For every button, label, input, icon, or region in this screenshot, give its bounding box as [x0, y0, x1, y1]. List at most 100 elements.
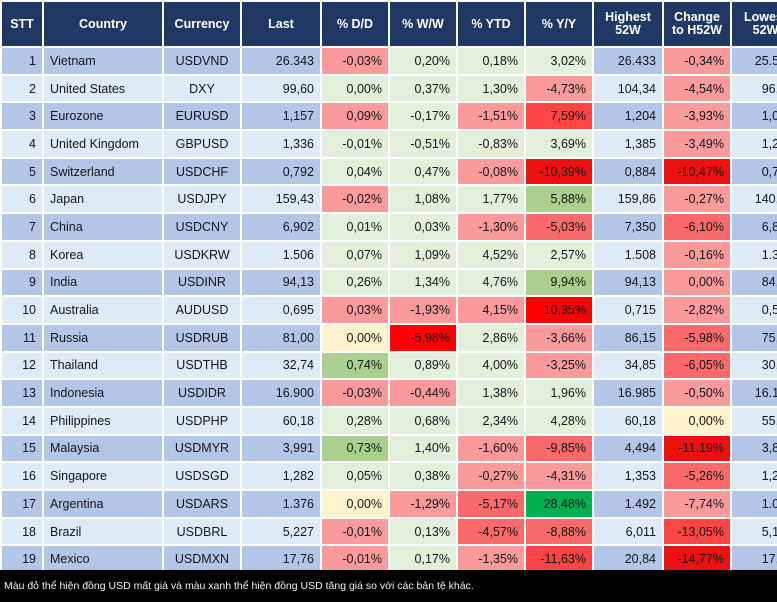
- col-header-dd[interactable]: % D/D: [322, 2, 388, 46]
- cell-country: Vietnam: [44, 48, 162, 74]
- cell-stt: 18: [2, 518, 42, 545]
- cell-last: 26.343: [242, 48, 320, 74]
- cell-country: Philippines: [44, 407, 162, 434]
- table-row[interactable]: 9 India USDINR 94,13 0,26% 1,34% 4,76% 9,94% 94,…: [2, 269, 777, 296]
- table-row[interactable]: 18 Brazil USDBRL 5,227 -0,01% 0,13% -4,57% -8,8…: [2, 518, 777, 545]
- col-header-low52w[interactable]: Lowest 52W: [732, 2, 777, 46]
- cell-pct-ww: 1,08%: [390, 186, 456, 213]
- cell-stt: 9: [2, 269, 42, 296]
- table-row[interactable]: 6 Japan USDJPY 159,43 -0,02% 1,08% 1,77% 5,88% 1…: [2, 186, 777, 213]
- cell-country: United Kingdom: [44, 131, 162, 157]
- cell-chg-to-h52w: -0,16%: [664, 241, 730, 268]
- table-row[interactable]: 2 United States DXY 99,60 0,00% 0,37% 1,30% -4,…: [2, 75, 777, 102]
- cell-chg-to-h52w: -0,50%: [664, 380, 730, 406]
- cell-pct-ww: 1,34%: [390, 269, 456, 296]
- table-row[interactable]: 5 Switzerland USDCHF 0,792 0,04% 0,47% -0,08% -…: [2, 158, 777, 185]
- cell-pct-yy: -4,31%: [526, 463, 592, 489]
- cell-high-52w: 4,494: [594, 435, 662, 462]
- table-header: STT Country Currency Last % D/D % W/W % …: [2, 2, 777, 46]
- cell-country: Japan: [44, 186, 162, 213]
- col-header-ww[interactable]: % W/W: [390, 2, 456, 46]
- cell-pct-dd: -0,01%: [322, 546, 388, 573]
- cell-pct-ytd: 4,52%: [458, 241, 524, 268]
- cell-pct-dd: 0,04%: [322, 158, 388, 185]
- cell-stt: 16: [2, 463, 42, 489]
- table-row[interactable]: 8 Korea USDKRW 1.506 0,07% 1,09% 4,52% 2,57% 1.5…: [2, 241, 777, 268]
- cell-chg-to-h52w: -3,49%: [664, 131, 730, 157]
- cell-pct-ww: 0,38%: [390, 463, 456, 489]
- cell-pct-ytd: -1,30%: [458, 214, 524, 240]
- cell-stt: 14: [2, 407, 42, 434]
- cell-currency: USDCNY: [164, 214, 240, 240]
- cell-pct-yy: -11,63%: [526, 546, 592, 573]
- header-row: STT Country Currency Last % D/D % W/W % …: [2, 2, 777, 46]
- cell-pct-ww: -0,51%: [390, 131, 456, 157]
- cell-country: United States: [44, 75, 162, 102]
- cell-stt: 10: [2, 297, 42, 323]
- cell-currency: USDTHB: [164, 352, 240, 379]
- cell-pct-ww: 1,09%: [390, 241, 456, 268]
- cell-high-52w: 60,18: [594, 407, 662, 434]
- cell-stt: 12: [2, 352, 42, 379]
- cell-chg-to-h52w: -13,05%: [664, 518, 730, 545]
- cell-currency: USDCHF: [164, 158, 240, 185]
- cell-low-52w: 1.352: [732, 241, 777, 268]
- table-row[interactable]: 17 Argentina USDARS 1.376 0,00% -1,29% -5,17% 2…: [2, 491, 777, 517]
- col-header-ytd[interactable]: % YTD: [458, 2, 524, 46]
- cell-pct-yy: -3,25%: [526, 352, 592, 379]
- cell-country: Brazil: [44, 518, 162, 545]
- cell-stt: 5: [2, 158, 42, 185]
- cell-stt: 7: [2, 214, 42, 240]
- cell-pct-dd: 0,28%: [322, 407, 388, 434]
- cell-currency: USDSGD: [164, 463, 240, 489]
- cell-pct-yy: 7,59%: [526, 103, 592, 130]
- cell-pct-ww: 1,40%: [390, 435, 456, 462]
- cell-stt: 1: [2, 48, 42, 74]
- cell-pct-yy: -9,85%: [526, 435, 592, 462]
- cell-pct-ytd: 4,15%: [458, 297, 524, 323]
- col-header-country[interactable]: Country: [44, 2, 162, 46]
- cell-low-52w: 1.071: [732, 491, 777, 517]
- table-row[interactable]: 4 United Kingdom GBPUSD 1,336 -0,01% -0,51% -0…: [2, 131, 777, 157]
- table-row[interactable]: 16 Singapore USDSGD 1,282 0,05% 0,38% -0,27% -4…: [2, 463, 777, 489]
- cell-currency: GBPUSD: [164, 131, 240, 157]
- col-header-chg-h52w[interactable]: Change to H52W: [664, 2, 730, 46]
- table-body: 1 Vietnam USDVND 26.343 -0,03% 0,20% 0,18% 3,02…: [2, 48, 777, 600]
- table-row[interactable]: 13 Indonesia USDIDR 16.900 -0,03% -0,44% 1,38%…: [2, 380, 777, 406]
- cell-pct-yy: 9,94%: [526, 269, 592, 296]
- col-header-high52w[interactable]: Highest 52W: [594, 2, 662, 46]
- cell-pct-dd: 0,01%: [322, 214, 388, 240]
- cell-chg-to-h52w: -0,34%: [664, 48, 730, 74]
- cell-currency: DXY: [164, 75, 240, 102]
- cell-low-52w: 30,90: [732, 352, 777, 379]
- cell-country: Korea: [44, 241, 162, 268]
- cell-last: 60,18: [242, 407, 320, 434]
- table-row[interactable]: 19 Mexico USDMXN 17,76 -0,01% 0,17% -1,35% -11,…: [2, 546, 777, 573]
- cell-pct-ytd: -0,27%: [458, 463, 524, 489]
- cell-last: 1,282: [242, 463, 320, 489]
- col-header-yy[interactable]: % Y/Y: [526, 2, 592, 46]
- table-row[interactable]: 7 China USDCNY 6,902 0,01% 0,03% -1,30% -5,03% 7…: [2, 214, 777, 240]
- col-header-currency[interactable]: Currency: [164, 2, 240, 46]
- cell-pct-dd: -0,01%: [322, 131, 388, 157]
- table-row[interactable]: 15 Malaysia USDMYR 3,991 0,73% 1,40% -1,60% -9,…: [2, 435, 777, 462]
- cell-currency: USDRUB: [164, 324, 240, 351]
- table-row[interactable]: 10 Australia AUDUSD 0,695 0,03% -1,93% 4,15% 10…: [2, 297, 777, 323]
- cell-pct-yy: 3,69%: [526, 131, 592, 157]
- cell-last: 1,157: [242, 103, 320, 130]
- table-row[interactable]: 1 Vietnam USDVND 26.343 -0,03% 0,20% 0,18% 3,02…: [2, 48, 777, 74]
- cell-chg-to-h52w: -3,93%: [664, 103, 730, 130]
- table-row[interactable]: 12 Thailand USDTHB 32,74 0,74% 0,89% 4,00% -3,2…: [2, 352, 777, 379]
- cell-stt: 19: [2, 546, 42, 573]
- col-header-stt[interactable]: STT: [2, 2, 42, 46]
- cell-pct-ww: -1,29%: [390, 491, 456, 517]
- table-row[interactable]: 11 Russia USDRUB 81,00 0,00% -5,98% 2,86% -3,66…: [2, 324, 777, 351]
- cell-currency: USDINR: [164, 269, 240, 296]
- cell-country: Russia: [44, 324, 162, 351]
- col-header-last[interactable]: Last: [242, 2, 320, 46]
- cell-pct-ww: 0,89%: [390, 352, 456, 379]
- cell-pct-ytd: 1,38%: [458, 380, 524, 406]
- table-row[interactable]: 14 Philippines USDPHP 60,18 0,28% 0,68% 2,34% 4…: [2, 407, 777, 434]
- table-row[interactable]: 3 Eurozone EURUSD 1,157 0,09% -0,17% -1,51% 7,5…: [2, 103, 777, 130]
